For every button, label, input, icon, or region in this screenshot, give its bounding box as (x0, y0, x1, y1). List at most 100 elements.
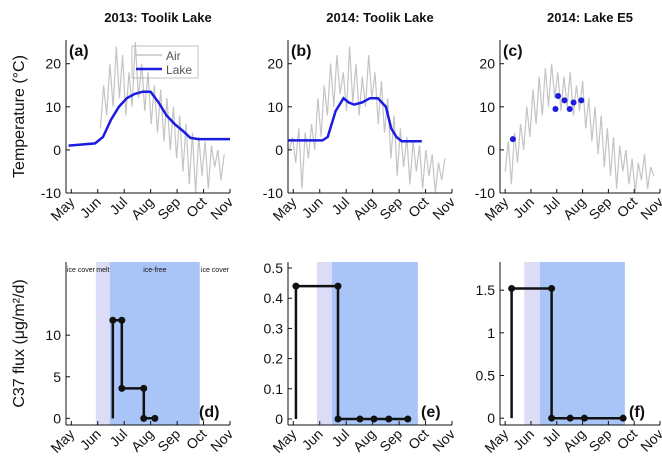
x-tick-label: Aug (128, 194, 157, 223)
y-tick-label: 10 (45, 99, 61, 115)
x-tick-label: Nov (429, 426, 458, 455)
point (548, 284, 556, 292)
region (199, 262, 230, 425)
y-tick-label: 0 (53, 142, 61, 158)
x-tick-label: Nov (637, 194, 662, 223)
point (508, 284, 516, 292)
panel-title: 2014: Toolik Lake (326, 10, 433, 25)
point (570, 99, 577, 106)
y-tick-label: 0.2 (264, 351, 284, 367)
region (331, 262, 418, 425)
x-tick-label: Aug (350, 426, 379, 455)
region-label: ice cover (201, 267, 230, 274)
x-tick-label: Aug (560, 194, 589, 223)
point (334, 282, 342, 290)
point (370, 415, 378, 423)
point (552, 105, 559, 112)
point (109, 316, 117, 324)
point (292, 282, 300, 290)
point (385, 415, 393, 423)
x-tick-label: Aug (128, 426, 157, 455)
legend-label: Lake (166, 63, 192, 77)
x-tick-label: Nov (207, 194, 236, 223)
point (404, 415, 412, 423)
x-tick-label: Oct (614, 426, 641, 453)
series-line (504, 63, 655, 193)
panel-label: (b) (291, 43, 311, 60)
x-tick-label: Jul (539, 194, 563, 218)
x-tick-label: Oct (405, 194, 432, 221)
region (66, 262, 96, 425)
y-tick-label: 20 (267, 56, 283, 72)
y-tick-label: 0 (275, 411, 283, 427)
region-label: ice-free (143, 267, 166, 274)
x-tick-label: Jun (77, 194, 104, 221)
x-tick-label: May (481, 426, 511, 456)
panel-title: 2014: Lake E5 (547, 10, 633, 25)
y-tick-label: 0 (487, 142, 495, 158)
x-tick-label: Oct (405, 426, 432, 453)
region-label: melt (96, 267, 109, 274)
x-tick-label: Sep (586, 194, 615, 223)
x-tick-label: Nov (207, 426, 236, 455)
x-tick-label: Nov (637, 426, 662, 455)
x-tick-label: Sep (376, 194, 405, 223)
y-tick-label: -10 (41, 185, 61, 201)
x-tick-label: Aug (560, 426, 589, 455)
x-tick-label: Jul (106, 194, 130, 218)
y-axis-label: C37 flux (μg/m²/d) (11, 279, 28, 407)
y-tick-label: 0 (53, 410, 61, 426)
y-axis-label: Temperature (°C) (11, 55, 28, 178)
x-tick-label: Oct (183, 194, 210, 221)
point (561, 97, 568, 104)
point (334, 415, 342, 423)
point (566, 414, 574, 422)
panel-label: (a) (69, 43, 89, 60)
x-tick-label: Jun (77, 426, 104, 453)
y-tick-label: -10 (263, 185, 283, 201)
y-tick-label: 0 (487, 410, 495, 426)
x-tick-label: Oct (183, 426, 210, 453)
y-tick-label: 1.5 (476, 282, 496, 298)
series-line (288, 96, 422, 143)
point (356, 415, 364, 423)
y-tick-label: 0.5 (264, 260, 284, 276)
panel-label: (f) (629, 404, 645, 421)
panel-label: (c) (503, 43, 523, 60)
x-tick-label: Jul (328, 426, 352, 450)
series-line (68, 90, 230, 147)
y-tick-label: 0.5 (476, 368, 496, 384)
x-tick-label: Jul (539, 426, 563, 450)
x-tick-label: Sep (376, 426, 405, 455)
point (578, 97, 585, 104)
region (316, 262, 332, 425)
y-tick-label: 5 (53, 369, 61, 385)
x-tick-label: Nov (429, 194, 458, 223)
region-label: ice cover (67, 267, 96, 274)
y-tick-label: 10 (267, 99, 283, 115)
panel-label: (d) (199, 404, 219, 421)
series-line (288, 46, 446, 193)
legend-box (131, 45, 199, 79)
y-tick-label: 0.4 (264, 290, 284, 306)
point (140, 414, 148, 422)
panel-title: 2013: Toolik Lake (104, 10, 211, 25)
legend-label: Air (166, 49, 181, 63)
point (140, 384, 148, 392)
y-tick-label: 10 (45, 327, 61, 343)
y-tick-label: 20 (479, 56, 495, 72)
point (548, 414, 556, 422)
point (509, 136, 516, 143)
y-tick-label: 10 (479, 99, 495, 115)
point (555, 93, 562, 100)
region (109, 262, 200, 425)
point (151, 414, 159, 422)
x-tick-label: Aug (350, 194, 379, 223)
y-tick-label: 0.3 (264, 320, 284, 336)
x-tick-label: Jun (299, 426, 326, 453)
